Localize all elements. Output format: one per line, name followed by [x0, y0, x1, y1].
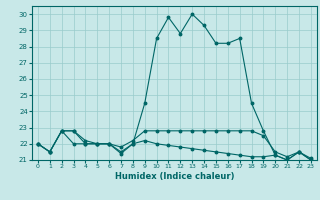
- X-axis label: Humidex (Indice chaleur): Humidex (Indice chaleur): [115, 172, 234, 181]
